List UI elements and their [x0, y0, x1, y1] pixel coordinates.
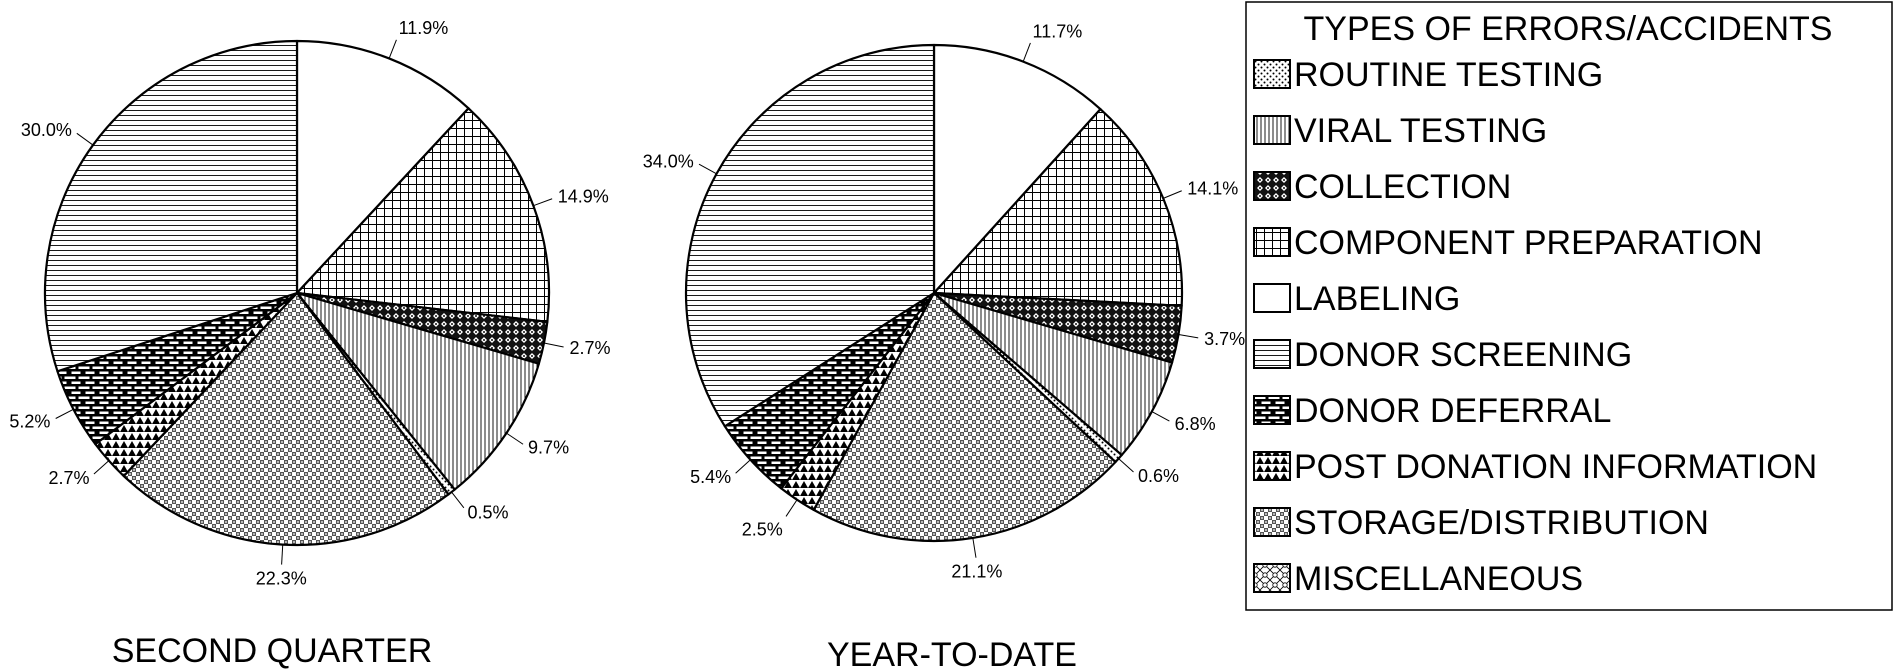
year-to-date-leader-line [1178, 334, 1199, 339]
legend-swatch-miscellaneous [1253, 563, 1291, 593]
year-to-date-leader-line [1163, 190, 1182, 199]
year-to-date-label-viral-testing: 6.8% [1175, 414, 1216, 434]
legend-label-routine-testing: ROUTINE TESTING [1294, 56, 1603, 94]
second-quarter-leader-line [451, 491, 465, 509]
year-to-date-leader-line [1022, 42, 1031, 62]
second-quarter-label-routine-testing: 0.5% [468, 503, 509, 523]
legend-label-donor-screening: DONOR SCREENING [1294, 336, 1632, 374]
legend-swatch-post-donation-information [1253, 451, 1291, 481]
legend-box [1245, 1, 1893, 611]
legend-swatch-component-preparation [1253, 227, 1291, 257]
legend-label-viral-testing: VIRAL TESTING [1294, 112, 1547, 150]
year-to-date-leader-line [785, 499, 798, 517]
second-quarter-slice-storage-distribution [122, 291, 450, 547]
year-to-date-label-storage-distribution: 21.1% [951, 562, 1002, 582]
second-quarter-label-labeling: 11.9% [399, 18, 449, 38]
second-quarter-leader-line [55, 408, 74, 419]
year-to-date-label-donor-screening: 34.0% [643, 151, 694, 171]
year-to-date-slice-component-preparation [932, 108, 1184, 307]
legend: TYPES OF ERRORS/ACCIDENTS ROUTINE TESTIN… [1245, 1, 1893, 611]
second-quarter-label-donor-deferral: 5.2% [9, 411, 50, 431]
legend-title: TYPES OF ERRORS/ACCIDENTS [1304, 10, 1833, 48]
second-quarter-pie: 11.9% 14.9% 2.7% 9.7% 0.5% 22.3% 2.7% 5.2% 30.0% [9, 18, 610, 588]
legend-items: ROUTINE TESTING VIRAL TESTING COLLECTION CO… [1253, 56, 1817, 598]
legend-label-storage-distribution: STORAGE/DISTRIBUTION [1294, 504, 1709, 542]
second-quarter-label-collection: 2.7% [569, 338, 610, 358]
legend-label-donor-deferral: DONOR DEFERRAL [1294, 392, 1611, 430]
second-quarter-label-donor-screening: 30.0% [21, 120, 72, 140]
second-quarter-caption: SECOND QUARTER [112, 632, 433, 670]
second-quarter-leader-line [281, 544, 284, 565]
second-quarter-leader-line [388, 39, 397, 59]
year-to-date-label-donor-deferral: 5.4% [690, 467, 731, 487]
second-quarter-label-storage-distribution: 22.3% [256, 569, 307, 589]
legend-label-labeling: LABELING [1294, 280, 1460, 318]
year-to-date-leader-line [1151, 411, 1170, 422]
year-to-date-label-collection: 3.7% [1204, 329, 1245, 349]
legend-swatch-donor-deferral [1253, 395, 1291, 425]
legend-swatch-storage-distribution [1253, 507, 1291, 537]
year-to-date-leader-line [698, 163, 717, 175]
year-to-date-leader-line [735, 459, 751, 474]
second-quarter-label-component-preparation: 14.9% [558, 187, 609, 207]
year-to-date-slice-donor-screening [684, 43, 936, 428]
legend-swatch-collection [1253, 171, 1291, 201]
second-quarter-label-viral-testing: 9.7% [528, 438, 569, 458]
legend-label-component-preparation: COMPONENT PREPARATION [1294, 224, 1763, 262]
legend-swatch-routine-testing [1253, 59, 1291, 89]
year-to-date-label-component-preparation: 14.1% [1187, 178, 1238, 198]
second-quarter-label-post-donation-information: 2.7% [48, 468, 89, 488]
second-quarter-leader-line [506, 432, 524, 445]
second-quarter-slice-viral-testing [295, 291, 540, 491]
year-to-date-caption: YEAR-TO-DATE [827, 636, 1077, 672]
year-to-date-pie: 11.7% 14.1% 3.7% 6.8% 0.6% 21.1% 2.5% 5.4% 34.0% [643, 21, 1245, 581]
second-quarter-slice-labeling [295, 39, 470, 295]
legend-label-post-donation-information: POST DONATION INFORMATION [1294, 448, 1817, 486]
year-to-date-label-labeling: 11.7% [1033, 21, 1083, 41]
legend-label-collection: COLLECTION [1294, 168, 1511, 206]
legend-swatch-donor-screening [1253, 339, 1291, 369]
legend-swatch-viral-testing [1253, 115, 1291, 145]
year-to-date-leader-line [1118, 458, 1134, 473]
legend-swatch-labeling [1253, 283, 1291, 313]
legend-label-miscellaneous: MISCELLANEOUS [1294, 560, 1583, 598]
year-to-date-label-post-donation-information: 2.5% [742, 519, 783, 539]
second-quarter-leader-line [543, 342, 564, 348]
year-to-date-leader-line [972, 537, 977, 558]
second-quarter-leader-line [76, 132, 94, 146]
second-quarter-leader-line [533, 198, 553, 207]
year-to-date-label-routine-testing: 0.6% [1138, 466, 1179, 486]
year-to-date-slice-viral-testing [932, 291, 1174, 457]
second-quarter-leader-line [93, 460, 110, 475]
